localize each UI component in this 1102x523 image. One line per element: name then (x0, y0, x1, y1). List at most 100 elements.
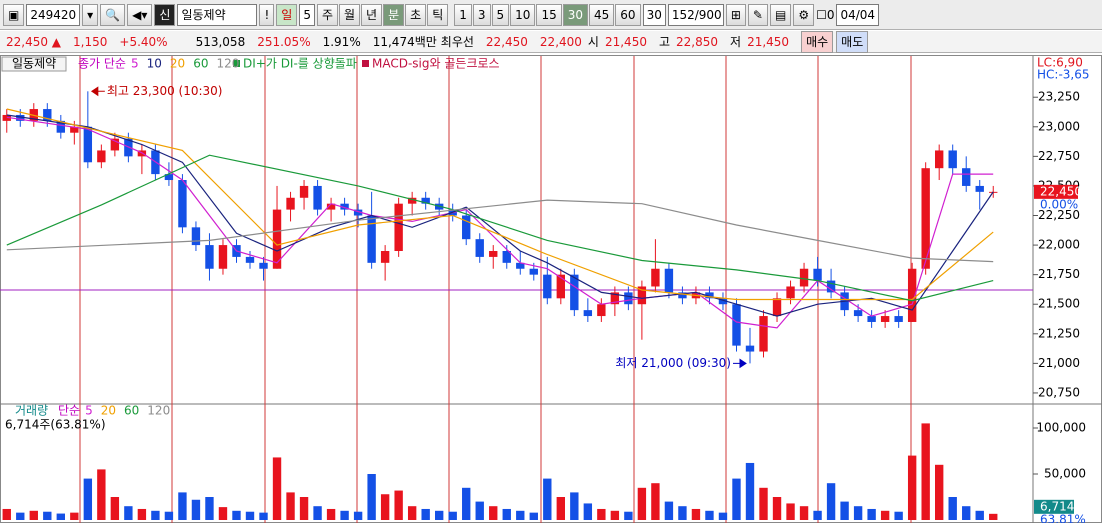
candle-body (56, 120, 65, 133)
candle-body (259, 262, 268, 269)
count: 152/900 (667, 3, 724, 26)
minute-button[interactable]: 10 (510, 3, 536, 26)
volume-bar (70, 512, 79, 520)
candle-body (299, 185, 309, 198)
volume-bar (407, 506, 417, 520)
volume-bar (840, 501, 849, 520)
candle-body (16, 114, 25, 121)
volume-bar (570, 492, 579, 520)
period-button[interactable]: 년 (361, 3, 383, 26)
volume-bar (867, 508, 876, 520)
minute-button[interactable]: 3 (472, 3, 491, 26)
volume-bar (907, 455, 917, 520)
candle-body (218, 245, 228, 269)
candle-body (759, 316, 768, 352)
moving-average (6, 114, 994, 317)
alert[interactable]: ! (259, 3, 275, 26)
tool[interactable]: ✎ (747, 3, 768, 26)
minute-button[interactable]: 30 (562, 3, 588, 26)
code[interactable]: 249420 (26, 3, 81, 26)
volume-bar (299, 497, 309, 520)
candle-body (272, 209, 282, 269)
candle-body (826, 280, 836, 293)
day-separators (79, 56, 912, 523)
check[interactable]: ☐0 (816, 7, 835, 22)
volume-bar (2, 508, 11, 520)
sound[interactable]: ◀▾ (127, 3, 153, 26)
price-change-label: 0.00% (1040, 197, 1078, 211)
volume-title: 거래량 (15, 404, 48, 418)
volume-bar (394, 490, 403, 520)
volume: 513,058 (195, 34, 246, 49)
volume-bar (137, 508, 147, 520)
minute-button[interactable]: 5 (491, 3, 510, 26)
volume-bar (97, 469, 106, 520)
stock-name[interactable]: 일동제약 (177, 3, 258, 26)
candle-body (475, 239, 484, 257)
lc-label: LC:6,90 (1037, 56, 1083, 70)
volume-bar (164, 511, 174, 520)
period-button[interactable]: 주 (316, 3, 338, 26)
ask: 22,450 (485, 34, 528, 49)
moving-average (6, 154, 994, 302)
date[interactable]: 04/04 (836, 3, 880, 26)
moving-average (6, 116, 994, 329)
hc-label: HC:-3,65 (1037, 68, 1090, 82)
icon[interactable]: ▣ (3, 3, 25, 26)
candle-body (664, 268, 674, 293)
minute-button[interactable]: 1 (454, 3, 472, 26)
price-tag (1034, 184, 1078, 199)
period[interactable]: 일 (276, 3, 298, 26)
period-button[interactable]: 월 (339, 3, 361, 26)
candle-body (948, 150, 957, 169)
minute-button[interactable]: 60 (615, 3, 641, 26)
volume-bar (745, 462, 755, 520)
annotation-low: 최저 21,000 (09:30) (615, 356, 731, 370)
volume-bar (326, 508, 336, 520)
tool[interactable]: ⊞ (725, 3, 746, 26)
period-n[interactable]: 5 (299, 3, 315, 26)
candle-body (245, 256, 255, 263)
volume-bar (718, 512, 728, 520)
candle-body (772, 298, 782, 317)
candle-body (191, 227, 201, 246)
minute-button[interactable]: 45 (589, 3, 615, 26)
candle-body (799, 268, 809, 287)
volume-bar (529, 512, 538, 520)
volume-bar (610, 510, 620, 520)
legend-label: 단순 (58, 404, 80, 418)
volume-bar (286, 492, 295, 520)
volume-bar (448, 511, 457, 520)
candle-body (556, 274, 565, 299)
candle-body (624, 292, 633, 305)
moving-average (6, 108, 994, 301)
volume-bar (83, 478, 93, 520)
candle-body (867, 316, 876, 322)
legend-entry: 5 (131, 57, 139, 71)
volume-bar (813, 510, 822, 520)
volume-bar (597, 508, 606, 520)
period-button[interactable]: 틱 (427, 3, 449, 26)
volume-ratio-label: 63.81% (1040, 512, 1086, 523)
volume-bar (691, 508, 701, 520)
tool[interactable]: ▤ (769, 3, 792, 26)
dropdown[interactable]: ▾ (82, 3, 99, 26)
volume-bar (245, 511, 255, 520)
volume-bar (489, 506, 498, 520)
period-button[interactable]: 초 (405, 3, 427, 26)
volume-bar (826, 483, 836, 520)
settings[interactable]: ⚙ (793, 3, 815, 26)
buy-button[interactable]: 매수 (801, 30, 834, 53)
candle-body (97, 150, 106, 163)
sell-button[interactable]: 매도 (836, 30, 869, 53)
candle-body (975, 185, 984, 192)
minute-sel[interactable]: 30 (642, 3, 666, 26)
volume-bar (921, 423, 930, 520)
signal: MACD-sig와 골든크로스 (372, 57, 500, 71)
search[interactable]: 🔍 (100, 3, 126, 26)
volume-bar (191, 499, 201, 520)
minute-button[interactable]: 15 (536, 3, 562, 26)
open-label: 시 (587, 35, 599, 49)
period-button[interactable]: 분 (383, 3, 405, 26)
